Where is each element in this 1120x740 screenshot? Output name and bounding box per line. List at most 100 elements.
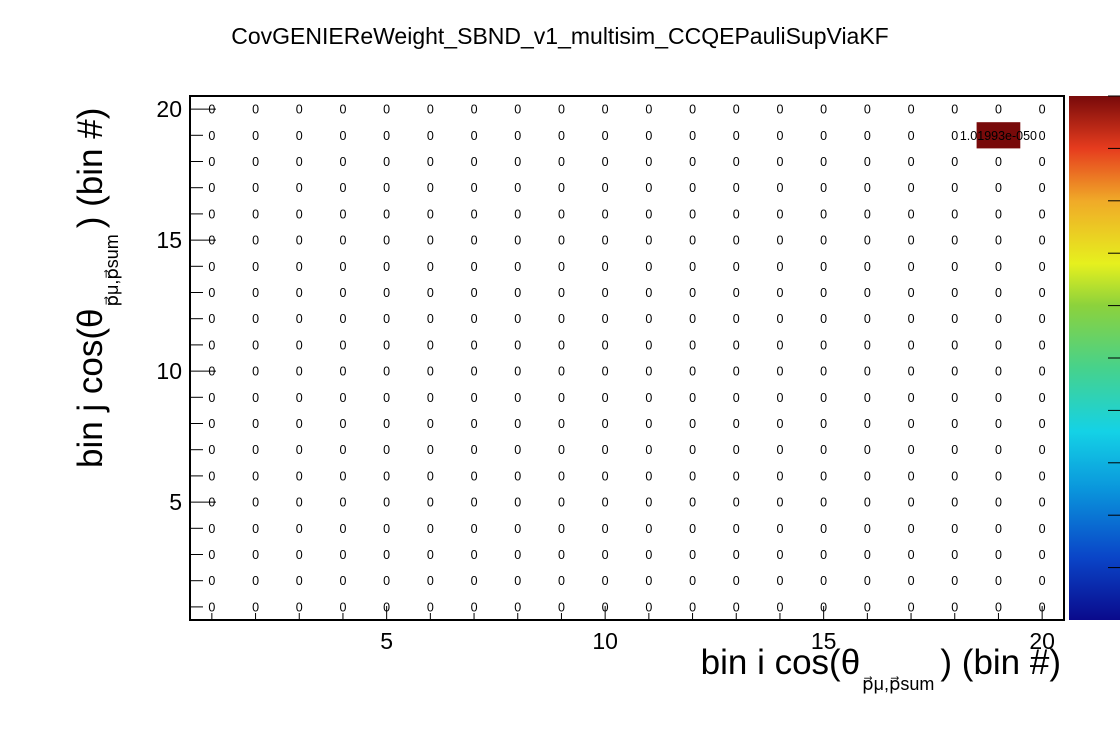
cell-value-label: 0 [514, 600, 521, 614]
cell-value-label: 0 [995, 365, 1002, 379]
cell-value-label: 0 [951, 469, 958, 483]
cell-value-label: 0 [602, 469, 609, 483]
cell-value-label: 0 [689, 234, 696, 248]
cell-value-label: 0 [252, 338, 259, 352]
cell-value-label: 0 [471, 496, 478, 510]
cell-value-label: 0 [602, 155, 609, 169]
cell-value-label: 0 [689, 548, 696, 562]
axis-ticks: 5 10 15 20 5 10 15 20 [156, 96, 1055, 654]
cell-value-label: 0 [995, 338, 1002, 352]
cell-value-label: 0 [296, 234, 303, 248]
cell-value-label: 0 [908, 155, 915, 169]
cell-value-label: 0 [252, 365, 259, 379]
cell-value-label: 0 [776, 522, 783, 536]
cell-value-label: 0 [296, 365, 303, 379]
cell-value-label: 0 [208, 312, 215, 326]
cell-value-label: 0 [820, 469, 827, 483]
cell-value-label: 0 [645, 103, 652, 117]
cell-value-label: 0 [471, 155, 478, 169]
cell-value-label: 0 [1039, 181, 1046, 195]
cell-value-label: 0 [602, 103, 609, 117]
cell-value-label: 0 [514, 469, 521, 483]
cell-value-label: 0 [689, 443, 696, 457]
cell-value-label: 0 [908, 312, 915, 326]
cell-value-label: 0 [383, 181, 390, 195]
cell-value-label: 0 [602, 574, 609, 588]
cell-value-label: 0 [689, 417, 696, 431]
cell-value-label: 0 [558, 365, 565, 379]
svg-text:bin j cos(θp⃗μ,p⃗sum) (bin #): bin j cos(θp⃗μ,p⃗sum) (bin #) [71, 108, 122, 468]
cell-value-label: 0 [689, 338, 696, 352]
cell-value-label: 0 [602, 234, 609, 248]
cell-value-label: 0 [514, 574, 521, 588]
x-axis-title: bin i cos(θp⃗μ,p⃗sum) (bin #) [701, 643, 1061, 694]
cell-value-label: 0 [383, 443, 390, 457]
cell-value-label: 0 [471, 443, 478, 457]
cell-value-label: 0 [864, 574, 871, 588]
cell-value-label: 0 [558, 234, 565, 248]
cell-value-label: 0 [208, 338, 215, 352]
cell-value-label: 0 [339, 522, 346, 536]
cell-value-label: 0 [514, 548, 521, 562]
cell-value-label: 0 [1039, 443, 1046, 457]
cell-value-label: 0 [820, 260, 827, 274]
cell-value-label: 0 [1039, 574, 1046, 588]
cell-value-label: 0 [951, 286, 958, 300]
cell-value-label: 0 [383, 469, 390, 483]
cell-value-label: 0 [645, 129, 652, 143]
cell-value-label: 0 [776, 469, 783, 483]
cell-value-label: 0 [733, 260, 740, 274]
cell-value-label: 0 [689, 207, 696, 221]
cell-value-label: 0 [820, 207, 827, 221]
cell-value-label: 0 [1039, 522, 1046, 536]
cell-value-label: 0 [1039, 365, 1046, 379]
cell-value-label: 0 [514, 391, 521, 405]
cell-value-label: 0 [296, 496, 303, 510]
cell-value-label: 0 [514, 338, 521, 352]
cell-value-label: 0 [776, 207, 783, 221]
cell-value-label: 0 [296, 155, 303, 169]
cell-value-label: 0 [252, 181, 259, 195]
cell-value-label: 0 [645, 548, 652, 562]
cell-value-label: 0 [820, 234, 827, 248]
cell-value-label: 0 [602, 286, 609, 300]
cell-value-label: 0 [383, 365, 390, 379]
cell-value-label: 0 [908, 260, 915, 274]
cell-value-label: 0 [820, 522, 827, 536]
cell-value-label: 0 [514, 417, 521, 431]
cell-value-label: 0 [1039, 103, 1046, 117]
cell-value-label: 0 [776, 548, 783, 562]
cell-value-label: 0 [339, 155, 346, 169]
cell-value-label: 0 [733, 417, 740, 431]
cell-value-label: 0 [864, 207, 871, 221]
cell-value-label: 0 [908, 600, 915, 614]
cell-value-label: 0 [252, 417, 259, 431]
cell-value-label: 0 [208, 286, 215, 300]
y-axis-title-main: bin j cos(θ [71, 308, 110, 468]
cell-value-label: 0 [733, 600, 740, 614]
cell-value-label: 0 [864, 496, 871, 510]
cell-value-label: 0 [383, 155, 390, 169]
cell-value-label: 0 [383, 234, 390, 248]
cell-value-label: 0 [514, 234, 521, 248]
y-tick-label: 15 [156, 227, 182, 253]
cell-value-label: 0 [558, 129, 565, 143]
cell-value-label: 0 [427, 129, 434, 143]
heatmap-cells: 0 0 0 0 0 0 0 0 0 0 0 0 0 0 0 0 0 0 0 0 0 0 0 0 0 0 0 0 0 0 0 0 0 0 0 0 0 0 0 0… [208, 103, 1045, 615]
cell-value-label: 0 [208, 443, 215, 457]
cell-value-label: 0 [776, 103, 783, 117]
cell-value-label: 0 [645, 260, 652, 274]
cell-value-label: 0 [995, 391, 1002, 405]
cell-value-label: 0 [995, 286, 1002, 300]
cell-value-label: 0 [252, 574, 259, 588]
cell-value-label: 0 [339, 260, 346, 274]
cell-value-label: 0 [820, 443, 827, 457]
cell-value-label: 0 [733, 181, 740, 195]
cell-value-label: 0 [951, 103, 958, 117]
cell-value-label: 0 [776, 181, 783, 195]
cell-value-label: 0 [339, 129, 346, 143]
cell-value-label: 0 [514, 365, 521, 379]
cell-value-label: 0 [864, 600, 871, 614]
cell-value-label: 0 [820, 496, 827, 510]
